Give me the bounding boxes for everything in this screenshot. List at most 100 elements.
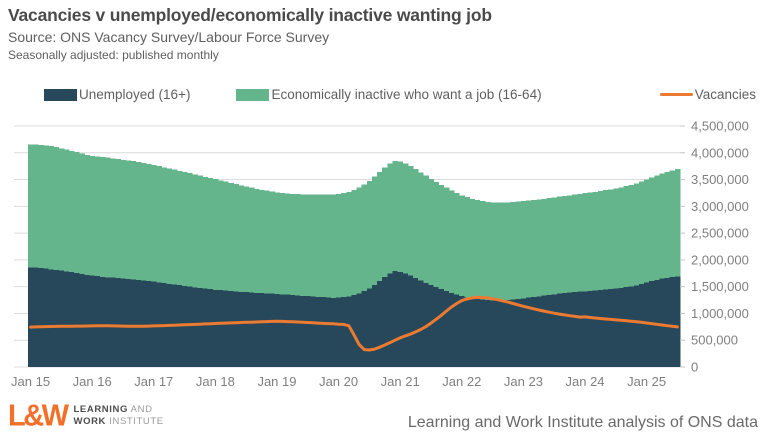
bar-unemployed [253,292,260,367]
bar-inactive [644,179,650,283]
bar-inactive [546,198,553,295]
bar-unemployed [567,292,573,367]
bar-inactive [79,153,85,274]
bar-inactive [582,193,588,292]
bar-inactive [556,196,563,294]
bar-inactive [561,195,568,294]
lw-logo-mark-icon: L&W [8,398,69,433]
bar-inactive [166,168,173,284]
bar-unemployed [38,268,44,367]
bar-unemployed [197,288,203,367]
logo-and: AND [127,403,153,415]
bar-inactive [69,150,75,273]
bar-inactive [448,190,455,293]
bar-unemployed [300,295,306,367]
bar-unemployed [284,294,291,367]
bar-unemployed [377,281,383,367]
lw-logo-text: LEARNING AND WORK INSTITUTE [74,404,164,429]
bar-inactive [402,163,409,274]
x-tick-label: Jan 15 [11,374,50,389]
bar-unemployed [525,297,532,367]
bar-inactive [633,183,640,286]
stacked-bars [28,144,681,367]
bar-inactive [259,189,265,294]
bar-inactive [443,187,450,292]
bar-unemployed [505,299,511,367]
bar-unemployed [305,296,311,367]
bar-inactive [264,190,270,294]
bar-inactive [356,187,363,294]
bar-inactive [279,192,286,295]
bar-unemployed [233,291,239,367]
y-tick-label: 3,000,000 [691,199,749,214]
bar-unemployed [264,293,270,367]
bar-inactive [361,184,368,292]
bar-unemployed [448,292,455,367]
bar-inactive [592,191,599,291]
bar-inactive [146,163,152,282]
bar-inactive [284,193,291,295]
bar-unemployed [223,290,229,367]
bar-inactive [510,202,517,300]
bar-unemployed [33,267,39,367]
bar-unemployed [115,278,121,367]
bar-unemployed [351,294,357,367]
bar-inactive [407,166,414,276]
bar-inactive [654,175,660,280]
bar-inactive [48,146,55,270]
bar-unemployed [556,293,563,367]
y-tick-label: 4,000,000 [691,145,749,160]
bar-inactive [587,192,594,291]
bar-unemployed [346,296,352,367]
bar-inactive [490,202,496,301]
bar-inactive [505,202,511,300]
bar-unemployed [669,277,676,367]
bar-inactive [659,173,665,279]
bar-unemployed [207,289,214,367]
bar-inactive [577,193,583,292]
bar-inactive [330,194,337,298]
bar-inactive [531,200,537,297]
bar-inactive [336,193,342,298]
plot-area: 0 500,000 1,000,000 1,500,000 2,000,000 2,500… [0,118,768,392]
bar-inactive [300,194,306,296]
bar-unemployed [443,291,450,367]
bar-unemployed [202,288,209,367]
inactive-swatch-icon [236,88,270,101]
bar-unemployed [192,287,198,367]
logo-work: WORK [73,416,107,427]
y-tick-label: 3,500,000 [691,172,749,187]
bar-unemployed [248,292,255,367]
bar-inactive [541,198,547,296]
bar-unemployed [48,269,55,367]
bar-unemployed [392,271,399,367]
x-tick-label: Jan 19 [257,374,296,389]
bar-inactive [125,160,132,280]
bar-inactive [623,186,630,288]
bar-inactive [151,164,157,282]
bar-unemployed [74,273,80,367]
bar-inactive [233,184,239,292]
bar-unemployed [130,279,137,367]
bar-unemployed [638,283,645,367]
bar-unemployed [577,291,583,367]
bar-unemployed [628,286,635,367]
bar-inactive [28,144,34,268]
bar-inactive [664,171,671,278]
bar-inactive [192,174,198,288]
bar-inactive [428,178,434,286]
bar-inactive [346,191,352,297]
bar-inactive [669,170,676,278]
bar-inactive [269,191,275,294]
bar-unemployed [140,280,147,367]
bar-inactive [289,193,296,296]
bar-inactive [110,158,116,278]
bar-unemployed [146,281,152,367]
bar-unemployed [325,297,332,367]
bar-inactive [618,187,624,288]
bar-inactive [182,172,188,286]
bar-unemployed [495,300,501,367]
bar-unemployed [418,280,424,367]
stacked-bar-line-chart: 0 500,000 1,000,000 1,500,000 2,000,000 2,500… [11,119,749,390]
bar-unemployed [212,289,219,367]
